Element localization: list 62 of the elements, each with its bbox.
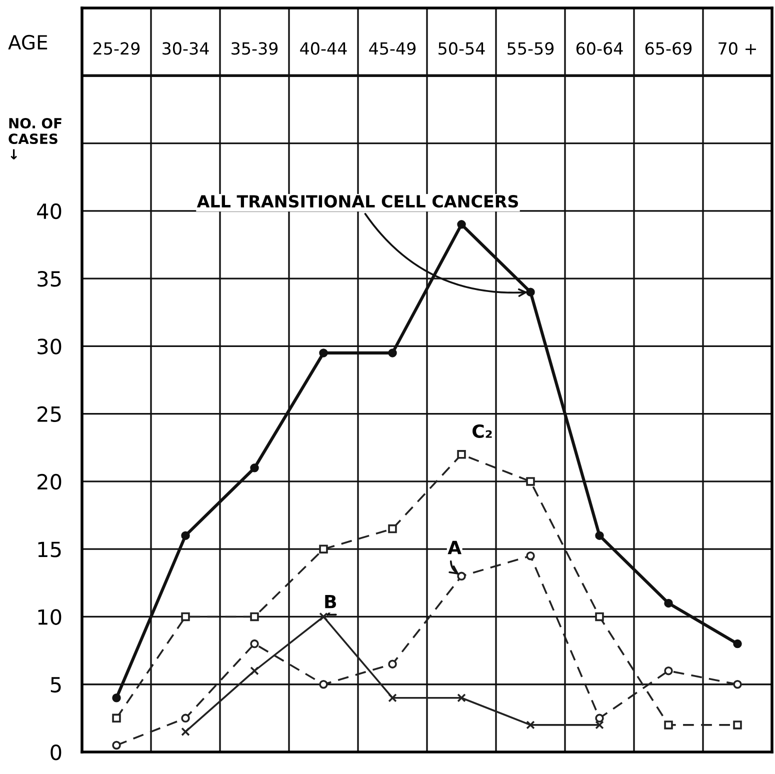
x-axis-title: AGE — [8, 34, 48, 50]
point — [733, 639, 742, 648]
point — [319, 680, 328, 689]
y-axis-title: NO. OF CASES ↓ — [8, 118, 62, 160]
point — [388, 660, 397, 668]
point — [250, 612, 259, 622]
point — [457, 220, 466, 229]
y-tick-label: 30 — [38, 338, 62, 354]
x-tick-label: 25-29 — [94, 42, 140, 55]
annotation: C₂ — [472, 424, 492, 438]
point — [250, 639, 259, 648]
point — [181, 727, 190, 736]
point — [457, 450, 466, 459]
point — [319, 612, 328, 622]
point — [319, 348, 328, 358]
y-tick-label: 35 — [38, 271, 61, 287]
point — [388, 694, 397, 702]
point — [526, 288, 535, 296]
x-tick-label: 40-44 — [300, 42, 347, 55]
point — [250, 666, 259, 676]
point — [595, 720, 604, 730]
point — [664, 598, 673, 608]
point — [595, 714, 604, 723]
point — [112, 714, 121, 723]
point — [526, 720, 535, 730]
point — [388, 524, 397, 534]
annotation: ALL TRANSITIONAL CELL CANCERS — [196, 195, 518, 208]
point — [319, 544, 328, 554]
point — [181, 714, 190, 723]
y-tick-label: 5 — [50, 677, 61, 693]
x-tick-label: 70 + — [718, 42, 756, 55]
x-tick-label: 55-59 — [508, 42, 554, 55]
point — [112, 740, 121, 750]
y-tick-label: 10 — [38, 609, 62, 625]
point — [664, 666, 673, 676]
x-tick-label: 30-34 — [162, 42, 209, 55]
point — [526, 551, 535, 560]
point — [595, 612, 604, 622]
annotation: B — [325, 595, 336, 608]
y-tick-label: 25 — [38, 406, 61, 422]
y-tick-label: 0 — [50, 744, 62, 760]
x-tick-label: 35-39 — [232, 42, 278, 55]
point — [181, 612, 190, 622]
point — [526, 477, 535, 486]
point — [181, 531, 190, 540]
point — [664, 720, 673, 730]
point — [733, 680, 742, 689]
y-tick-label: 15 — [38, 542, 61, 558]
point — [733, 720, 742, 730]
point — [250, 464, 259, 472]
point — [595, 531, 604, 540]
y-tick-label: 40 — [37, 203, 62, 220]
annotation: A — [448, 540, 462, 554]
point — [457, 572, 466, 581]
x-tick-label: 60-64 — [576, 42, 623, 55]
y-tick-label: 20 — [38, 474, 62, 490]
point — [388, 348, 397, 358]
x-tick-label: 45-49 — [369, 42, 416, 55]
point — [112, 694, 121, 702]
x-tick-label: 50-54 — [438, 42, 485, 55]
point — [457, 694, 466, 702]
x-tick-label: 65-69 — [645, 42, 692, 55]
